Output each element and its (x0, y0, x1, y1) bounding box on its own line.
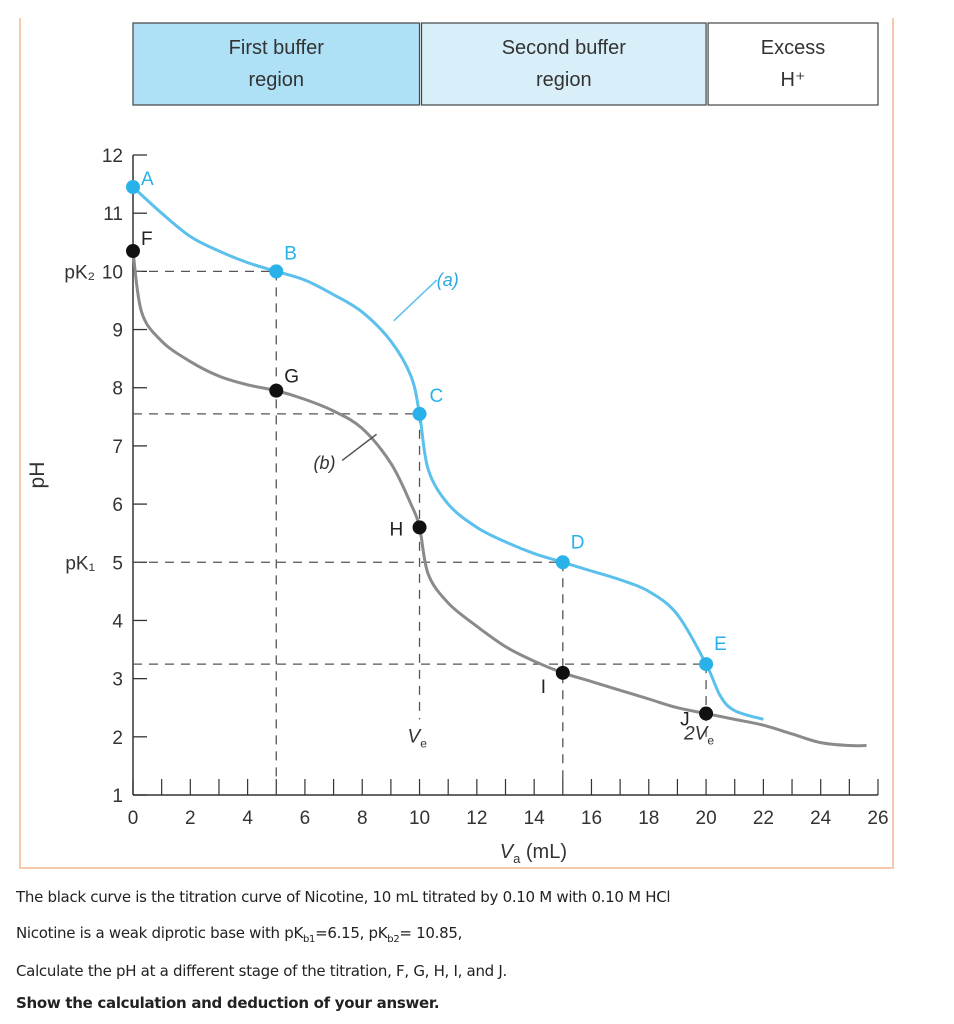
x-tick-label: 24 (810, 808, 832, 829)
y-tick-label: 10 (102, 262, 123, 283)
region-box (132, 22, 421, 106)
annotation-2ve: 2Ve (683, 724, 714, 748)
point-E (699, 657, 714, 672)
y-tick-label: 9 (112, 321, 123, 342)
point-label-I: I (541, 677, 546, 698)
region-label: region (248, 69, 304, 91)
y-tick-prefix: pK₂ (64, 262, 95, 283)
x-tick-label: 6 (300, 808, 311, 829)
y-tick-label: 12 (102, 146, 123, 167)
point-C (412, 406, 427, 421)
x-tick-label: 20 (696, 808, 717, 829)
region-label: Excess (761, 37, 825, 59)
x-tick-label: 0 (128, 808, 139, 829)
x-tick-label: 14 (524, 808, 546, 829)
point-label-F: F (141, 229, 153, 250)
point-J (699, 706, 714, 721)
question-line-2: Nicotine is a weak diprotic base with pK… (16, 924, 463, 945)
point-label-B: B (284, 243, 297, 264)
point-G (269, 383, 284, 398)
x-tick-label: 12 (466, 808, 487, 829)
point-label-E: E (714, 634, 727, 655)
y-tick-label: 5 (112, 553, 123, 574)
y-tick-label: 1 (112, 786, 123, 807)
titration-chart: First buffer region Second buffer region Exc… (19, 18, 894, 869)
annotation-ve: Ve (408, 727, 428, 751)
y-tick-label: 6 (112, 495, 123, 516)
x-tick-label: 8 (357, 808, 368, 829)
y-tick-label: 8 (112, 379, 123, 400)
y-tick-label: 2 (112, 728, 123, 749)
region-box (420, 22, 707, 106)
point-B (269, 264, 284, 279)
y-tick-label: 4 (112, 611, 123, 632)
x-tick-label: 2 (185, 808, 196, 829)
point-label-D: D (571, 532, 585, 553)
point-label-C: C (430, 386, 444, 407)
question-line-4: Show the calculation and deduction of yo… (16, 994, 440, 1012)
curve-b (131, 250, 867, 748)
y-tick-prefix: pK₁ (65, 553, 95, 574)
figure-frame (19, 18, 894, 869)
x-tick-label: 26 (867, 808, 888, 829)
x-tick-label: 10 (409, 808, 430, 829)
point-H (412, 520, 427, 535)
point-F (126, 244, 140, 258)
curve-a-leader (393, 279, 438, 322)
curve-b-label: (b) (314, 453, 336, 473)
x-tick-label: 22 (753, 808, 774, 829)
point-I (555, 665, 570, 680)
region-label: First buffer (229, 37, 325, 59)
y-axis-label: pH (26, 462, 49, 489)
question-line-3: Calculate the pH at a different stage of… (16, 962, 507, 980)
point-label-H: H (390, 519, 404, 540)
region-box (707, 22, 879, 106)
curve-b-leader (341, 433, 378, 462)
point-A (126, 180, 140, 194)
region-label: H⁺ (781, 69, 806, 91)
x-tick-label: 4 (242, 808, 253, 829)
x-axis-label: Va (mL) (500, 841, 567, 866)
x-tick-label: 18 (638, 808, 659, 829)
point-label-J: J (680, 710, 690, 731)
x-tick-label: 16 (581, 808, 602, 829)
point-D (555, 555, 570, 570)
point-label-A: A (141, 169, 154, 190)
point-label-G: G (284, 367, 299, 388)
y-tick-label: 11 (103, 204, 123, 225)
y-tick-label: 7 (112, 437, 123, 458)
curve-a-label: (a) (437, 270, 459, 290)
y-tick-label: 3 (112, 670, 123, 691)
question-line-1: The black curve is the titration curve o… (16, 888, 671, 906)
curve-a (131, 185, 764, 721)
region-label: Second buffer (502, 37, 627, 59)
region-label: region (536, 69, 592, 91)
